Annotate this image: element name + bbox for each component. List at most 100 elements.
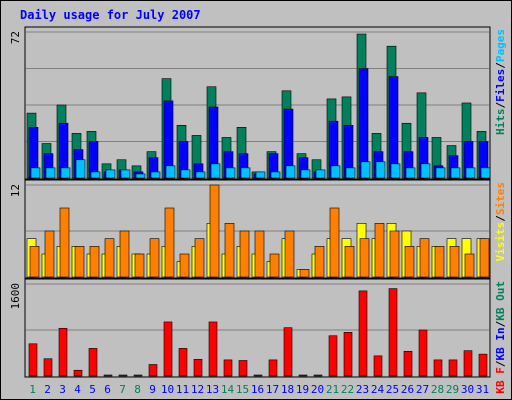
bar-sites-day-26 [404, 246, 415, 278]
bar-kbf-day-20 [313, 374, 323, 377]
bar-kbf-day-27 [418, 329, 428, 377]
day-label-10: 10 [161, 383, 174, 396]
bar-files-day-25 [388, 76, 399, 179]
svg-text:Hits/Files/Pages: Hits/Files/Pages [494, 29, 507, 135]
bar-kbf-day-5 [88, 348, 98, 377]
day-label-18: 18 [281, 383, 294, 396]
day-label-17: 17 [266, 383, 279, 396]
panel-plot-area [24, 278, 491, 378]
day-label-8: 8 [134, 383, 141, 396]
legend-hits-files-pages: Hits/Files/Pages [494, 29, 507, 135]
bar-pages-day-23 [360, 161, 371, 179]
bar-kbf-day-22 [343, 331, 353, 377]
bar-sites-day-30 [464, 253, 475, 278]
bar-kbf-day-17 [268, 359, 278, 377]
bar-sites-day-6 [104, 238, 115, 278]
bar-pages-day-27 [420, 163, 431, 179]
legend-separator: / [494, 62, 507, 69]
bar-pages-day-22 [345, 167, 356, 179]
bar-sites-day-18 [284, 230, 295, 278]
bar-pages-day-13 [210, 163, 221, 179]
day-label-21: 21 [326, 383, 339, 396]
legend-separator: / [494, 102, 507, 109]
bar-pages-day-15 [240, 167, 251, 179]
bar-pages-day-3 [60, 167, 71, 179]
bar-sites-day-7 [119, 230, 130, 278]
bar-sites-day-27 [419, 238, 430, 278]
legend-kbin: KB In [494, 327, 507, 360]
bar-pages-day-28 [435, 167, 446, 179]
day-label-9: 9 [149, 383, 156, 396]
day-label-15: 15 [236, 383, 249, 396]
day-label-4: 4 [74, 383, 81, 396]
bar-pages-day-19 [300, 169, 311, 179]
bar-pages-day-1 [30, 167, 41, 179]
bar-sites-day-31 [479, 238, 490, 278]
bar-sites-day-1 [29, 246, 40, 278]
bar-kbf-day-4 [73, 369, 83, 377]
bar-sites-day-24 [374, 223, 385, 278]
bar-kbf-day-13 [208, 321, 218, 377]
bar-sites-day-29 [449, 246, 460, 278]
bar-kbf-day-31 [478, 353, 488, 377]
bar-sites-day-14 [224, 223, 235, 278]
legend-kbf: KB F [494, 367, 507, 394]
bar-kbf-day-26 [403, 350, 413, 377]
day-label-28: 28 [431, 383, 444, 396]
bar-sites-day-8 [134, 253, 145, 278]
bar-kbf-day-18 [283, 327, 293, 377]
bar-pages-day-24 [375, 161, 386, 179]
bar-pages-day-17 [270, 171, 281, 179]
bar-sites-day-25 [389, 230, 400, 278]
bar-pages-day-29 [450, 167, 461, 179]
bar-kbf-day-11 [178, 348, 188, 377]
y-tick-label: 1600 [9, 283, 22, 310]
bar-kbf-day-8 [133, 374, 143, 377]
bar-kbf-day-28 [433, 359, 443, 377]
svg-text:Visits/Sites: Visits/Sites [494, 182, 507, 262]
bar-sites-day-28 [434, 246, 445, 278]
day-label-26: 26 [401, 383, 414, 396]
y-tick-label: 12 [9, 184, 22, 197]
chart-title: Daily usage for July 2007 [20, 8, 201, 22]
svg-text:KB F/KB In/KB Out: KB F/KB In/KB Out [494, 281, 507, 394]
bar-pages-day-14 [225, 167, 236, 179]
legend-pages: Pages [494, 29, 507, 62]
day-label-7: 7 [119, 383, 126, 396]
legend-sites: Sites [494, 182, 507, 215]
bar-kbf-day-6 [103, 374, 113, 377]
bar-kbf-day-10 [163, 321, 173, 377]
day-label-23: 23 [356, 383, 369, 396]
bar-sites-day-10 [164, 207, 175, 278]
bar-sites-day-20 [314, 246, 325, 278]
day-label-1: 1 [29, 383, 36, 396]
bar-kbf-day-2 [43, 358, 53, 377]
bar-sites-day-11 [179, 253, 190, 278]
day-label-22: 22 [341, 383, 354, 396]
bar-pages-day-6 [105, 169, 116, 179]
bar-kbf-day-3 [58, 327, 68, 377]
day-label-13: 13 [206, 383, 219, 396]
bar-sites-day-5 [89, 246, 100, 278]
legend-visits-sites: Visits/Sites [494, 182, 507, 262]
day-label-24: 24 [371, 383, 385, 396]
bar-pages-day-26 [405, 167, 416, 179]
bar-pages-day-4 [75, 159, 86, 179]
day-label-12: 12 [191, 383, 204, 396]
bar-pages-day-2 [45, 167, 56, 179]
day-axis-labels: 1 2 3 4 5 6 7 8 9 10 11 12 13 14 15 16 17 18 19 20 21 22 23 24 2… [29, 383, 489, 396]
bar-pages-day-7 [120, 169, 131, 179]
legend-separator: / [494, 320, 507, 327]
day-label-16: 16 [251, 383, 264, 396]
bar-kbf-day-29 [448, 359, 458, 377]
bar-sites-day-15 [239, 230, 250, 278]
bar-pages-day-25 [390, 163, 401, 179]
bar-sites-day-21 [329, 207, 340, 278]
bar-pages-day-18 [285, 165, 296, 179]
bar-pages-day-30 [465, 167, 476, 179]
bar-kbf-day-16 [253, 374, 263, 377]
